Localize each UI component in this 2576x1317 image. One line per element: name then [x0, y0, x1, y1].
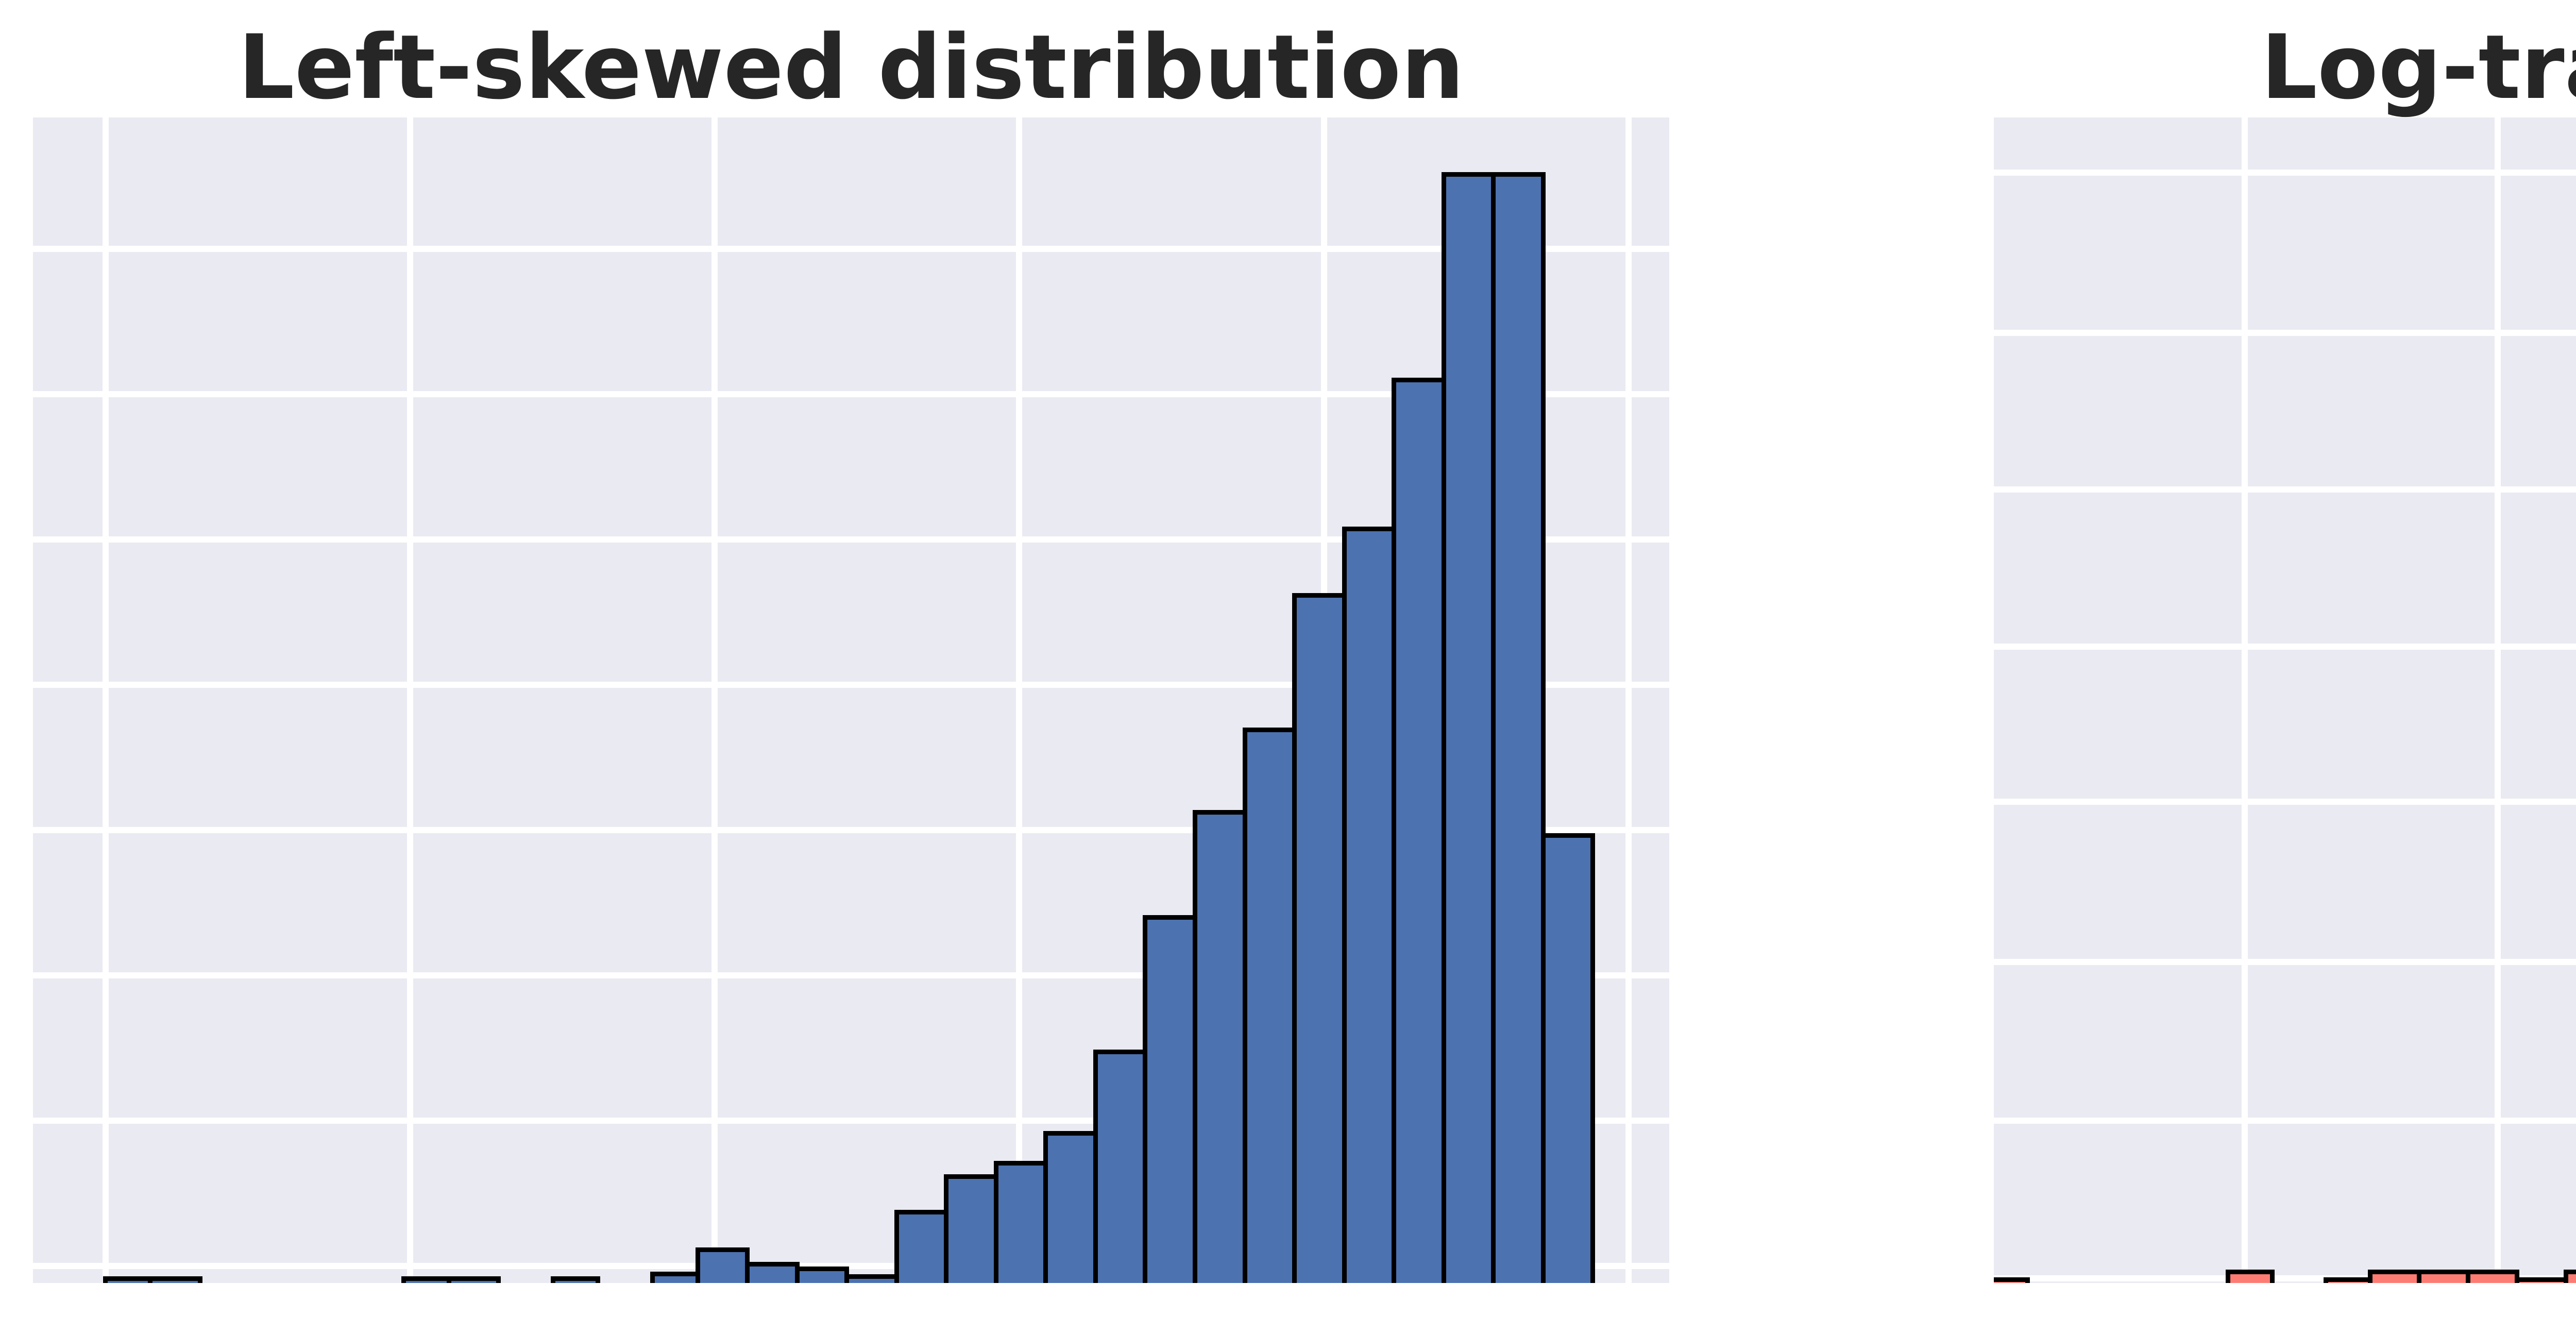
histogram-bar [993, 1160, 1048, 1283]
vertical-gridline [711, 117, 718, 1283]
vertical-gridline [2242, 117, 2248, 1283]
histogram-bar [1242, 728, 1297, 1283]
histogram-bar [2416, 1270, 2470, 1283]
histogram-bar [2563, 1270, 2576, 1283]
horizontal-gridline [1994, 959, 2576, 966]
horizontal-gridline [33, 391, 1669, 397]
horizontal-gridline [1994, 330, 2576, 336]
horizontal-gridline [1994, 169, 2576, 176]
histogram-bar [550, 1276, 601, 1283]
histogram-bar [1093, 1050, 1148, 1283]
histogram-bar [1540, 833, 1596, 1283]
vertical-gridline [103, 117, 109, 1283]
histogram-bar [1193, 809, 1247, 1283]
histogram-bar [401, 1276, 451, 1283]
vertical-gridline [1015, 117, 1022, 1283]
histogram-bar [1342, 526, 1397, 1283]
histogram-bar [650, 1272, 700, 1283]
histogram-bar [2367, 1270, 2421, 1283]
histogram-bar [2225, 1270, 2275, 1283]
right-histogram-panel [1994, 117, 2576, 1283]
histogram-bar [1491, 172, 1546, 1283]
horizontal-gridline [33, 536, 1669, 543]
histogram-bar [745, 1262, 800, 1283]
histogram-bar [695, 1247, 750, 1283]
histogram-bar [1392, 378, 1446, 1283]
horizontal-gridline [1994, 643, 2576, 650]
histogram-bar [2465, 1270, 2519, 1283]
horizontal-gridline [33, 245, 1669, 252]
horizontal-gridline [1994, 486, 2576, 493]
histogram-bar [446, 1276, 501, 1283]
vertical-gridline [2495, 117, 2501, 1283]
histogram-bar [1043, 1130, 1098, 1283]
histogram-bar [894, 1209, 949, 1283]
histogram-bar [103, 1276, 153, 1283]
left-chart-title: Left-skewed distribution [238, 15, 1464, 119]
histogram-bar [794, 1266, 850, 1283]
histogram-bar [844, 1274, 899, 1283]
histogram-bar [1441, 172, 1496, 1283]
horizontal-gridline [33, 681, 1669, 688]
histogram-bar [1143, 915, 1198, 1283]
histogram-bar [1292, 593, 1347, 1283]
right-chart-title: Log-transformed data [2261, 15, 2576, 119]
histogram-bar [2514, 1277, 2568, 1283]
histogram-bar [2323, 1277, 2372, 1283]
horizontal-gridline [1994, 1117, 2576, 1124]
histogram-bar [148, 1276, 203, 1283]
left-histogram-panel [33, 117, 1669, 1283]
histogram-bar [944, 1174, 998, 1283]
vertical-gridline [1625, 117, 1632, 1283]
vertical-gridline [407, 117, 414, 1283]
histogram-bar [1994, 1277, 2030, 1283]
horizontal-gridline [1994, 799, 2576, 805]
